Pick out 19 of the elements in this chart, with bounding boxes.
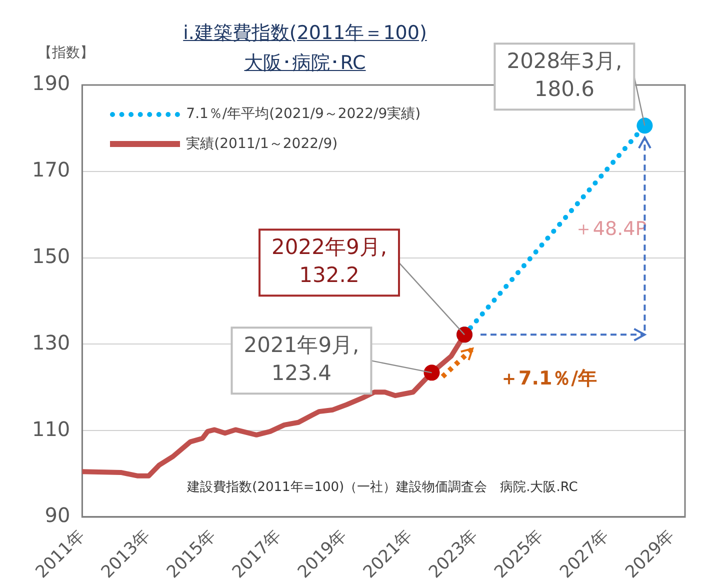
annotation: 2022年9月, 132.2 xyxy=(272,235,387,288)
annotation: 2028年3月, 180.6 xyxy=(506,49,622,102)
legend-label: 実績(2011/1～2022/9) xyxy=(186,135,338,153)
annotation: ＋7.1％/年 xyxy=(500,368,598,390)
text: 大阪･病院･RC xyxy=(244,52,366,74)
y-tick-label: 190 xyxy=(32,71,70,96)
annotation: 2021年9月, 123.4 xyxy=(244,333,360,386)
annotation: 建設費指数(2011年=100)（一社）建設物価調査会 病院.大阪.RC xyxy=(186,480,578,495)
y-tick-label: 90 xyxy=(44,503,70,528)
annotation: ＋48.4P xyxy=(574,218,647,240)
y-tick-label: 150 xyxy=(32,244,70,268)
legend-label: 7.1％/年平均(2021/9～2022/9実績) xyxy=(186,105,421,123)
y-tick-label: 130 xyxy=(32,330,70,354)
y-axis-title: 【指数】 xyxy=(38,44,94,62)
point xyxy=(424,364,440,381)
y-tick-label: 110 xyxy=(32,416,70,441)
point xyxy=(636,118,653,134)
text: ⅰ.建築費指数(2011年＝100) xyxy=(183,22,427,44)
y-tick-label: 170 xyxy=(32,158,70,182)
